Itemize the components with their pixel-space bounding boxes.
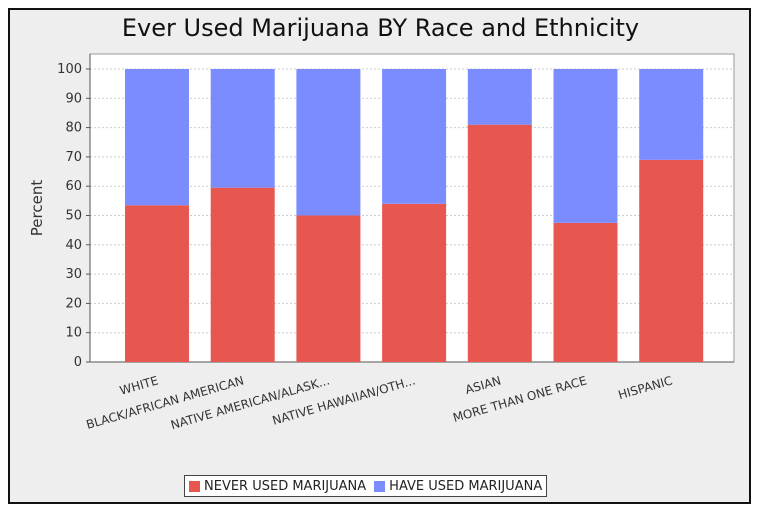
legend-label-have: HAVE USED MARIJUANA xyxy=(389,478,543,494)
bar-have-0 xyxy=(125,69,189,206)
y-tick-label: 10 xyxy=(65,326,82,341)
legend-item-never: NEVER USED MARIJUANA xyxy=(189,479,366,494)
x-tick-label: HISPANIC xyxy=(617,373,674,402)
bar-never-5 xyxy=(553,222,618,362)
legend-item-have: HAVE USED MARIJUANA xyxy=(374,479,542,494)
y-axis-label: Percent xyxy=(28,180,46,237)
bar-never-3 xyxy=(382,203,447,362)
y-tick-label: 60 xyxy=(65,179,82,194)
chart-title: Ever Used Marijuana BY Race and Ethnicit… xyxy=(121,14,640,42)
y-tick-label: 40 xyxy=(65,238,82,253)
x-tick-label: BLACK/AFRICAN AMERICAN xyxy=(85,373,246,432)
legend-label-never: NEVER USED MARIJUANA xyxy=(204,478,367,494)
x-tick-label: WHITE xyxy=(118,373,160,397)
x-tick-label: ASIAN xyxy=(464,373,503,397)
bar-never-4 xyxy=(467,124,532,362)
x-tick-label: NATIVE HAWAIIAN/OTH... xyxy=(271,373,417,427)
bar-have-2 xyxy=(296,69,361,216)
y-tick-label: 30 xyxy=(65,267,82,282)
bar-never-0 xyxy=(125,205,189,362)
bar-never-6 xyxy=(639,159,704,362)
y-tick-label: 80 xyxy=(65,121,82,136)
bar-never-1 xyxy=(210,187,275,362)
legend: NEVER USED MARIJUANA HAVE USED MARIJUANA xyxy=(184,475,548,497)
bar-have-5 xyxy=(553,69,618,223)
legend-swatch-have xyxy=(374,480,386,492)
y-tick-label: 0 xyxy=(74,355,82,370)
y-tick-label: 50 xyxy=(65,209,82,224)
bar-have-6 xyxy=(639,69,704,160)
y-tick-label: 70 xyxy=(65,150,82,165)
y-tick-label: 100 xyxy=(57,62,82,77)
y-tick-label: 90 xyxy=(65,91,82,106)
bar-have-4 xyxy=(467,69,532,125)
legend-swatch-never xyxy=(189,480,200,492)
bar-have-1 xyxy=(210,69,275,188)
bar-have-3 xyxy=(382,69,447,204)
y-tick-label: 20 xyxy=(65,296,82,311)
bar-never-2 xyxy=(296,215,361,362)
